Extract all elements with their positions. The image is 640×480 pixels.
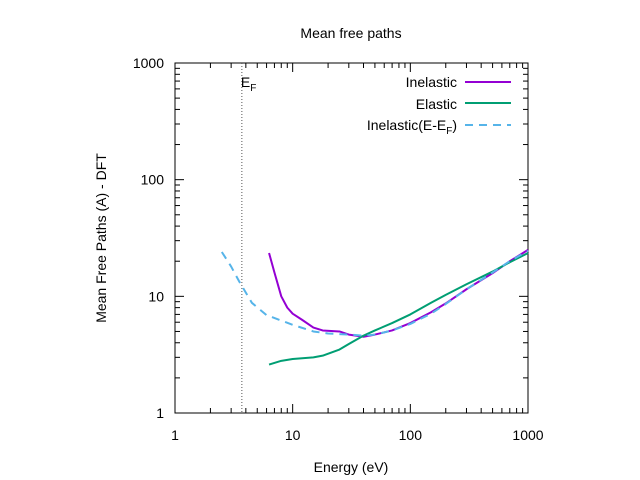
legend-label-inelastic-shifted-sub: F xyxy=(446,126,452,137)
legend: Inelastic Elastic Inelastic(E-EF) xyxy=(367,74,511,137)
y-tick-label: 1 xyxy=(156,405,164,421)
x-tick-label: 100 xyxy=(399,427,423,443)
axis-ticks xyxy=(174,62,529,414)
legend-label-inelastic-shifted-close: ) xyxy=(452,117,457,133)
y-tick-label: 100 xyxy=(141,172,165,188)
fermi-label-main: E xyxy=(241,74,250,90)
x-axis-label: Energy (eV) xyxy=(314,459,389,475)
fermi-level-label: EF xyxy=(241,74,256,94)
tick-labels: 1 10 100 1000 1 10 100 1000 xyxy=(133,55,544,443)
legend-label-inelastic-shifted-main: Inelastic(E-E xyxy=(367,117,446,133)
chart-title: Mean free paths xyxy=(300,25,401,41)
series-group xyxy=(220,249,529,366)
y-tick-label: 10 xyxy=(148,288,164,304)
y-tick-label: 1000 xyxy=(133,55,164,71)
y-axis-label: Mean Free Paths (A) - DFT xyxy=(93,153,109,323)
legend-label-inelastic: Inelastic xyxy=(406,74,457,90)
fermi-label-sub: F xyxy=(250,83,256,94)
x-tick-label: 1 xyxy=(171,427,179,443)
x-tick-label: 1000 xyxy=(512,427,543,443)
series-elastic-line xyxy=(268,252,529,366)
series-inelastic-shifted-line xyxy=(220,250,529,337)
fermi-line-group: EF xyxy=(241,63,256,413)
plot-frame xyxy=(174,62,529,414)
legend-label-inelastic-shifted: Inelastic(E-EF) xyxy=(367,117,457,137)
series-inelastic-line xyxy=(268,249,529,338)
legend-label-elastic: Elastic xyxy=(416,96,457,112)
x-tick-label: 10 xyxy=(285,427,301,443)
